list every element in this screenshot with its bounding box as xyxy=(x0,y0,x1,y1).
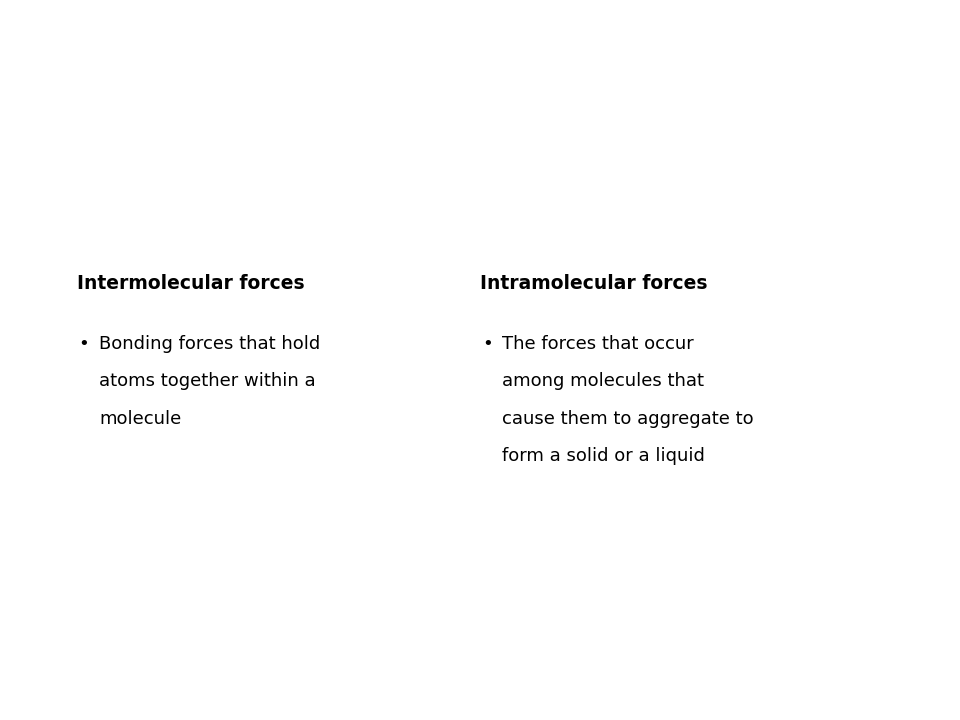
Text: cause them to aggregate to: cause them to aggregate to xyxy=(502,410,754,428)
Text: form a solid or a liquid: form a solid or a liquid xyxy=(502,447,705,465)
Text: Intramolecular forces: Intramolecular forces xyxy=(480,274,708,292)
Text: molecule: molecule xyxy=(99,410,181,428)
Text: Intermolecular forces: Intermolecular forces xyxy=(77,274,304,292)
Text: among molecules that: among molecules that xyxy=(502,372,704,390)
Text: •: • xyxy=(79,335,89,353)
Text: atoms together within a: atoms together within a xyxy=(99,372,316,390)
Text: The forces that occur: The forces that occur xyxy=(502,335,694,353)
Text: •: • xyxy=(482,335,492,353)
Text: Bonding forces that hold: Bonding forces that hold xyxy=(99,335,320,353)
